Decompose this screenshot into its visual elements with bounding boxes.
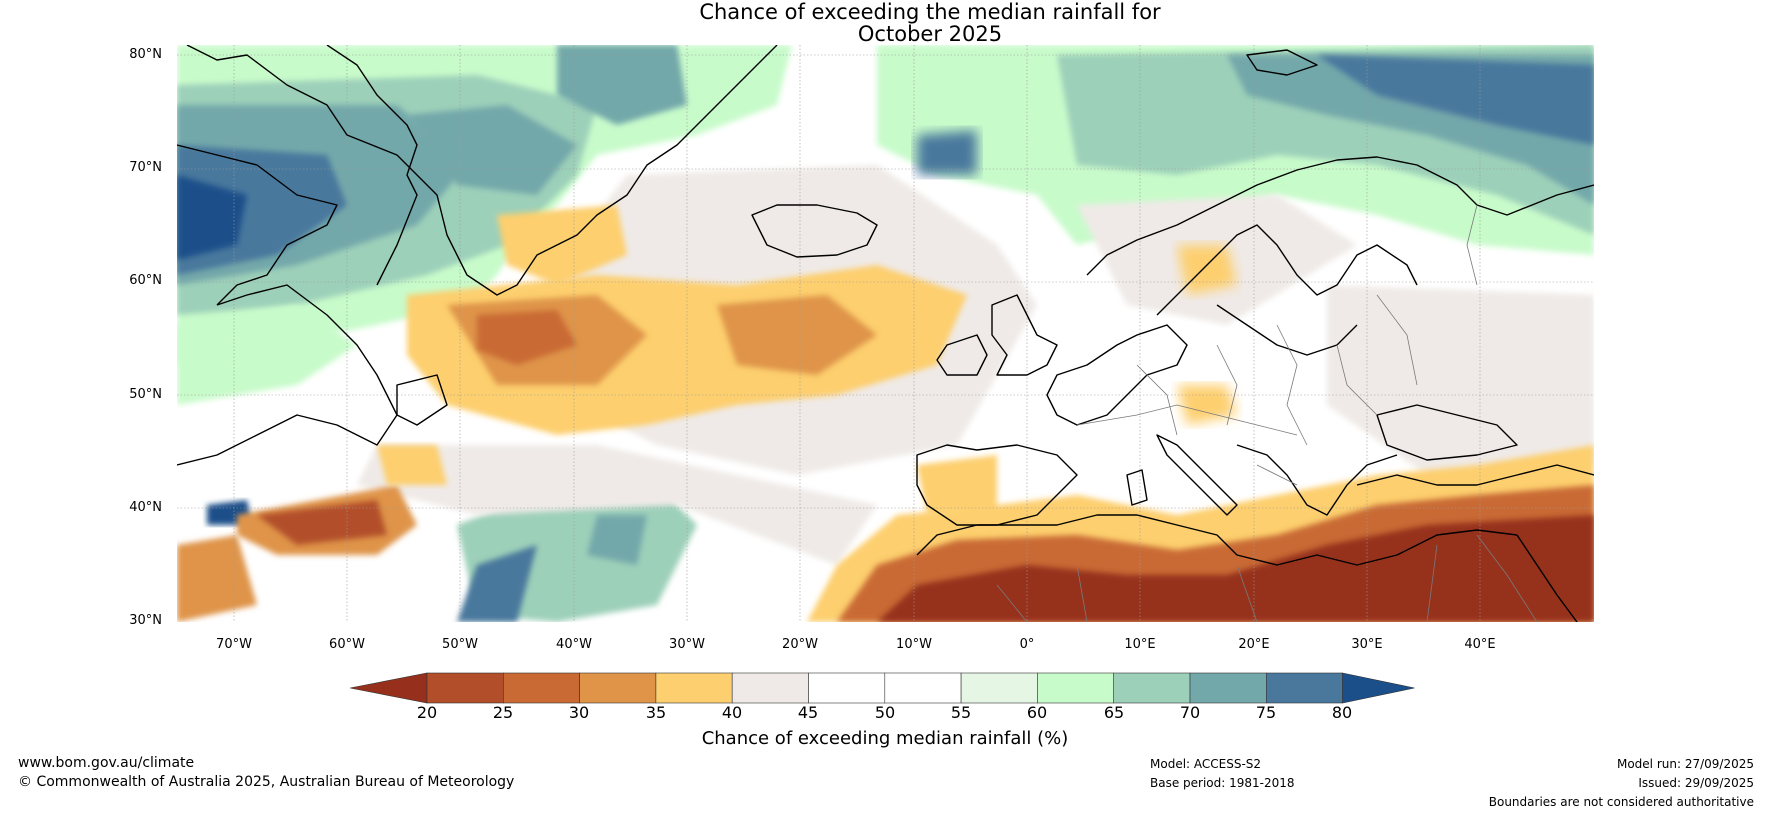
wet-region-baffin-deep	[177, 175, 247, 260]
wet-region-jan-mayen	[917, 130, 977, 175]
coastline-red-sea	[1516, 534, 1578, 622]
colorbar-segment-65-70	[1113, 672, 1191, 704]
footer-base-period: Base period: 1981-2018	[1150, 776, 1295, 790]
colorbar-segment-50-55	[884, 672, 962, 704]
colorbar-segment-55-60	[960, 672, 1038, 704]
dry-region-atlantic-35n	[377, 445, 447, 485]
colorbar-tick-65: 65	[1103, 703, 1125, 722]
lon-label-40w: 40°W	[556, 637, 592, 652]
colorbar-segment-30-35	[579, 672, 657, 704]
lat-label-80n: 80°N	[129, 47, 162, 62]
colorbar-segment-75-80	[1265, 672, 1343, 704]
lon-label-40e: 40°E	[1464, 637, 1496, 652]
colorbar-tick-35: 35	[645, 703, 667, 722]
colorbar-segment-25-30	[503, 672, 580, 704]
colorbar-segment-40-45	[731, 672, 809, 704]
colorbar-segments	[350, 672, 1415, 704]
lon-label-0: 0°	[1019, 637, 1035, 652]
footer-model: Model: ACCESS-S2	[1150, 757, 1262, 771]
footer-model-run: Model run: 27/09/2025	[1616, 757, 1754, 771]
lat-label-70n: 70°N	[129, 160, 162, 175]
footer-disclaimer: Boundaries are not considered authoritat…	[1488, 795, 1754, 809]
footer-website: www.bom.gov.au/climate	[18, 755, 195, 771]
coastline-greenland-west	[326, 45, 418, 286]
coastline-iberia	[916, 444, 1078, 526]
dry-region-iberia	[917, 455, 997, 515]
colorbar-tick-55: 55	[950, 703, 972, 722]
wet-anomaly-regions	[177, 45, 1594, 622]
colorbar-under-arrow	[350, 672, 428, 704]
lon-label-20e: 20°E	[1238, 637, 1270, 652]
lat-label-50n: 50°N	[129, 387, 162, 402]
grey-region-subtropical	[357, 445, 877, 565]
wet-region-canada-east	[177, 305, 357, 405]
lon-label-30e: 30°E	[1351, 637, 1383, 652]
wet-region-davis-strait	[407, 105, 577, 195]
dry-region-north-africa-core	[877, 515, 1594, 622]
lat-label-60n: 60°N	[129, 273, 162, 288]
colorbar-tick-25: 25	[492, 703, 514, 722]
lon-label-10w: 10°W	[896, 637, 932, 652]
wet-region-barents-deep	[1317, 55, 1594, 145]
coastline-norway	[1086, 156, 1594, 276]
coastline-sweden-finland	[1156, 224, 1418, 316]
footer-copyright: © Commonwealth of Australia 2025, Austra…	[18, 774, 515, 790]
title-line-2: October 2025	[857, 22, 1003, 46]
title-line-1: Chance of exceeding the median rainfall …	[699, 0, 1161, 24]
colorbar-label: Chance of exceeding median rainfall (%)	[701, 728, 1069, 749]
lon-label-30w: 30°W	[669, 637, 705, 652]
coastline-greenland	[186, 45, 778, 296]
lat-label-40n: 40°N	[129, 500, 162, 515]
coastline-svalbard	[1246, 49, 1318, 76]
lat-label-30n: 30°N	[129, 613, 162, 628]
country-boundaries	[996, 204, 1538, 622]
colorbar-over-arrow	[1342, 672, 1415, 704]
colorbar-segment-20-25	[426, 672, 504, 704]
coastlines	[177, 45, 1594, 622]
coastline-ireland	[936, 334, 988, 376]
coastline-italy	[1156, 434, 1238, 516]
colorbar-tick-80: 80	[1331, 703, 1353, 722]
coastline-balkans-greece	[1236, 444, 1398, 516]
colorbar-tick-60: 60	[1026, 703, 1048, 722]
lon-label-60w: 60°W	[329, 637, 365, 652]
lon-label-70w: 70°W	[216, 637, 252, 652]
coastline-baffin-island	[177, 144, 338, 306]
lon-label-10e: 10°E	[1124, 637, 1156, 652]
colorbar-segment-35-40	[655, 672, 733, 704]
coastline-great-britain	[991, 294, 1058, 376]
dry-region-atlantic-40n-core	[257, 500, 387, 545]
coastline-black-sea	[1376, 404, 1518, 461]
grey-region-eastern-europe	[1327, 285, 1594, 475]
wet-region-subtropical-core	[457, 545, 537, 622]
colorbar-segment-45-50	[808, 672, 886, 704]
colorbar	[350, 672, 1415, 704]
footer-issued: Issued: 29/09/2025	[1638, 776, 1754, 790]
colorbar-tick-50: 50	[874, 703, 896, 722]
colorbar-tick-75: 75	[1255, 703, 1277, 722]
colorbar-tick-30: 30	[568, 703, 590, 722]
colorbar-tick-40: 40	[721, 703, 743, 722]
colorbar-segment-70-75	[1189, 672, 1267, 704]
colorbar-tick-20: 20	[416, 703, 438, 722]
coastline-iceland	[751, 204, 878, 258]
coastline-western-europe	[1046, 324, 1188, 426]
dry-region-scandinavia	[1177, 245, 1237, 295]
lon-label-50w: 50°W	[442, 637, 478, 652]
colorbar-segment-60-65	[1037, 672, 1115, 704]
dry-region-north-atlantic-east	[717, 295, 877, 375]
coastline-north-africa	[916, 514, 1518, 566]
colorbar-tick-70: 70	[1179, 703, 1201, 722]
wet-region-subtropical-south	[587, 515, 647, 565]
coastline-turkey	[1356, 464, 1594, 486]
rainfall-map	[177, 45, 1594, 622]
dry-region-north-atlantic-core	[477, 310, 577, 365]
coastline-sardinia	[1126, 469, 1148, 506]
wet-region-greenland-east	[557, 45, 687, 125]
coastline-newfoundland	[396, 374, 448, 426]
coastline-baltic	[1216, 304, 1358, 356]
lon-label-20w: 20°W	[782, 637, 818, 652]
colorbar-tick-45: 45	[797, 703, 819, 722]
dry-region-sw-atlantic	[177, 535, 257, 622]
